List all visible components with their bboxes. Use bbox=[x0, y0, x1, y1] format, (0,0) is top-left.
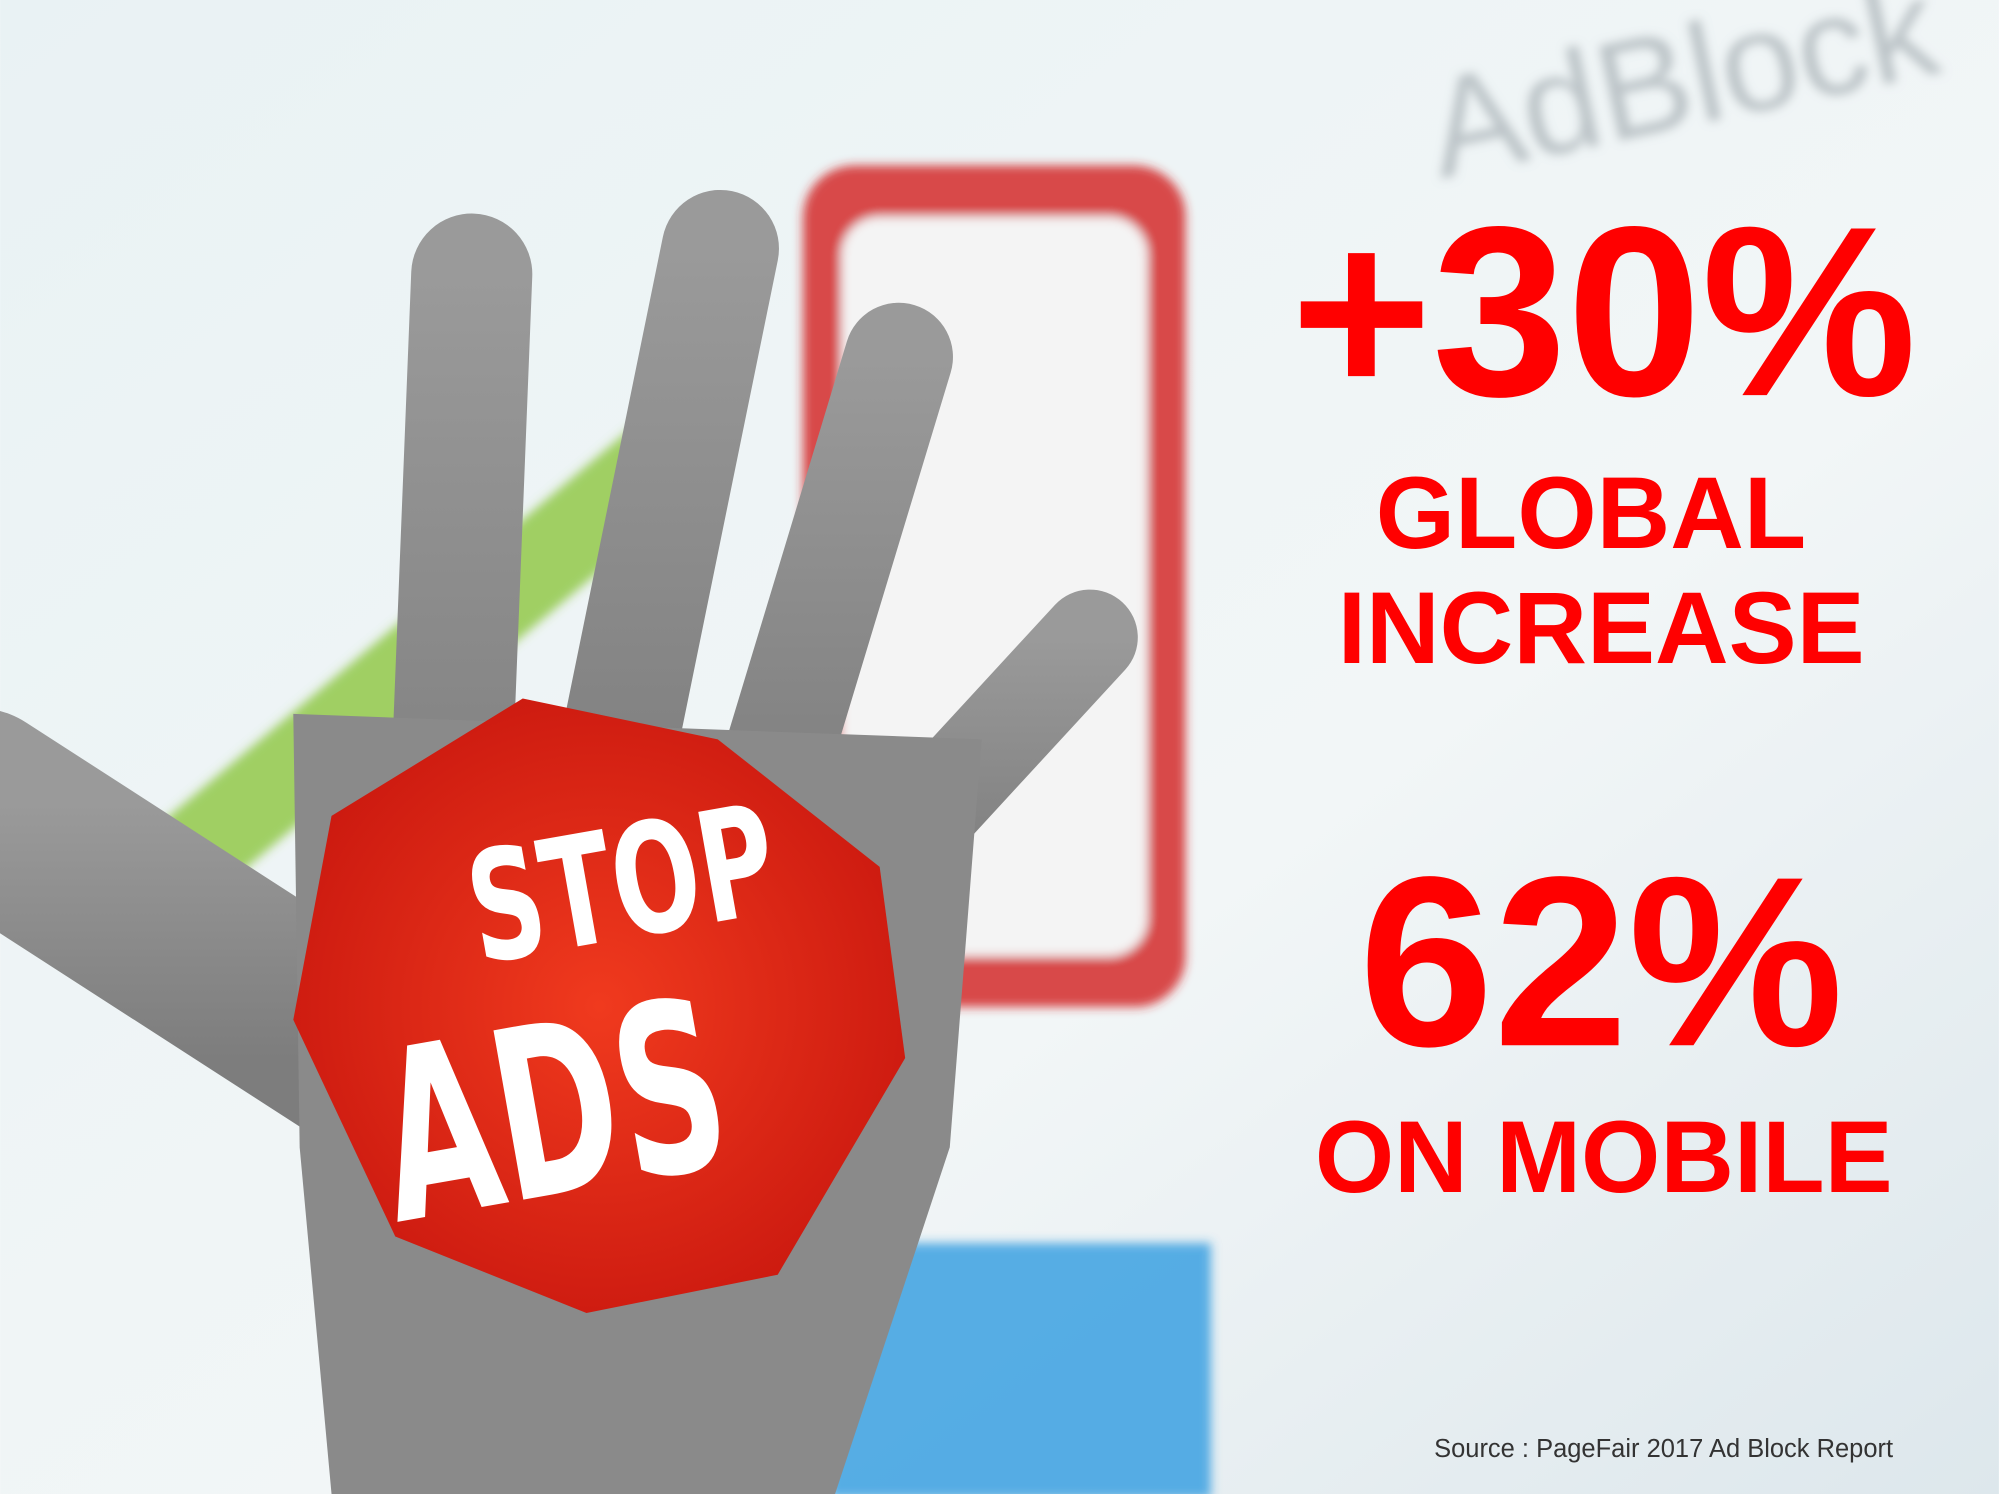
stat-caption: GLOBAL bbox=[1376, 456, 1806, 570]
stat-value: 62% bbox=[1359, 827, 1844, 1097]
stat-caption: ON MOBILE bbox=[1315, 1100, 1893, 1214]
stat-caption: INCREASE bbox=[1338, 571, 1865, 685]
sign-text: ADS bbox=[359, 948, 747, 1278]
stop-octagon bbox=[293, 698, 906, 1313]
stat-value: +30% bbox=[1291, 177, 1917, 447]
source-note: Source : PageFair 2017 Ad Block Report bbox=[1434, 1435, 1893, 1463]
